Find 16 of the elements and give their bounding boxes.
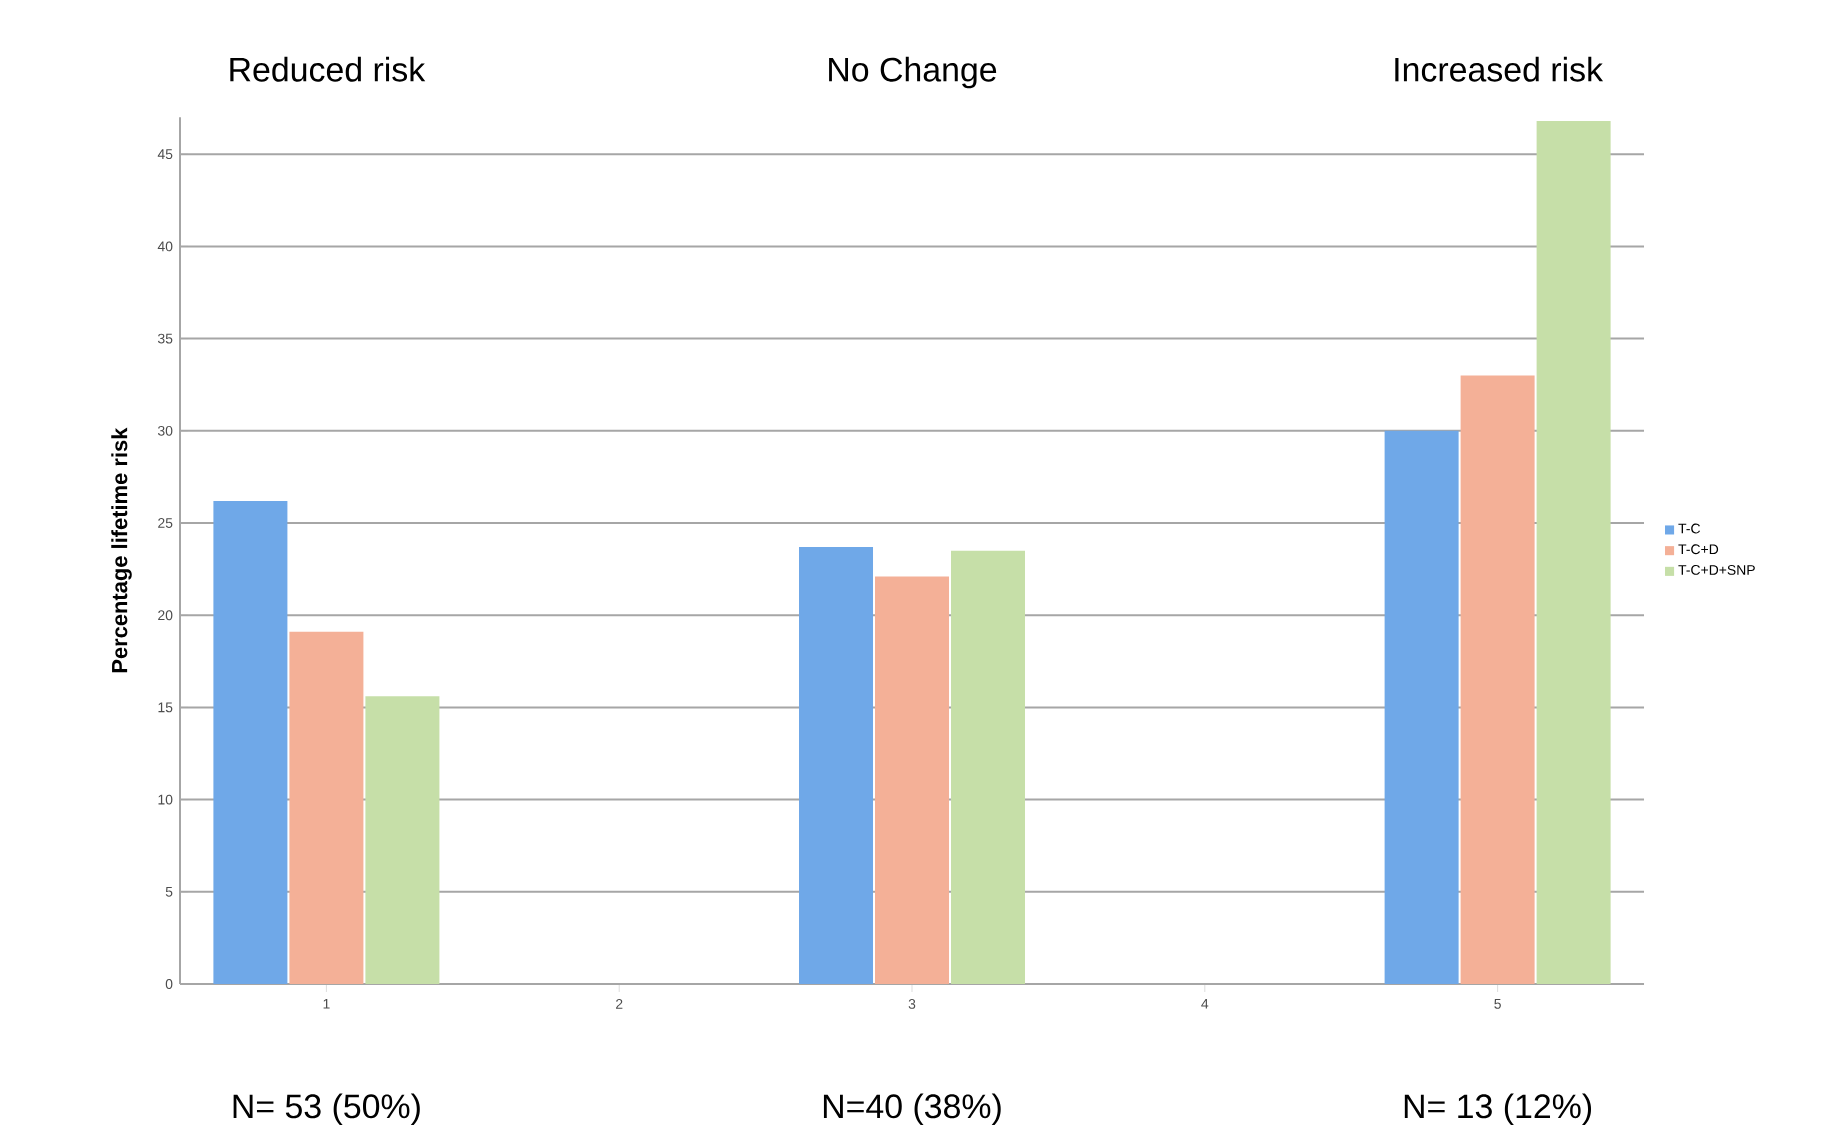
bar	[1536, 121, 1611, 984]
text: Reduced risk	[230, 56, 426, 82]
y-axis-title: Percentage lifetime risk	[111, 427, 132, 673]
text: N=40 (38%)	[823, 1093, 1001, 1125]
bar	[875, 576, 950, 984]
text: N= 13 (12%)	[1404, 1093, 1592, 1125]
bar	[289, 631, 364, 984]
text: No Change	[829, 56, 997, 89]
text: N= 53 (50%)	[233, 1093, 420, 1125]
bar	[213, 500, 288, 984]
bar	[1460, 375, 1535, 984]
bar	[951, 550, 1026, 984]
bar	[1384, 430, 1459, 984]
text: Increased risk	[1395, 56, 1604, 82]
bar	[799, 546, 874, 984]
bar	[365, 696, 440, 984]
